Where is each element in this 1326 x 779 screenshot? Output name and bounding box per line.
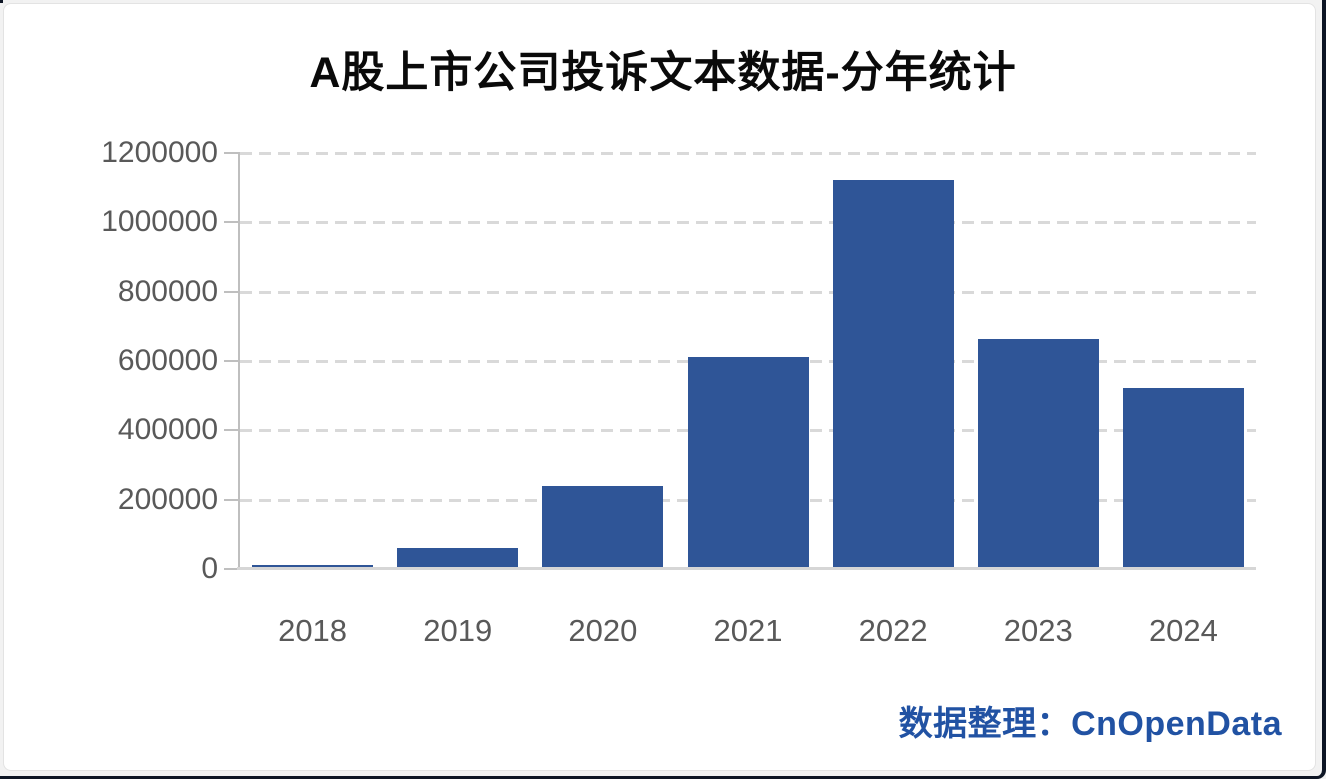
y-axis-tick — [224, 152, 240, 154]
x-tick-label-2022: 2022 — [858, 613, 928, 648]
y-tick-label-1200000: 1200000 — [101, 136, 218, 169]
x-tick-label-2020: 2020 — [568, 613, 638, 648]
bar-2023 — [977, 339, 1099, 568]
gridline — [240, 221, 1256, 225]
y-axis-tick — [224, 568, 240, 570]
corner-notch — [0, 0, 3, 3]
bar-2018 — [252, 565, 374, 568]
y-axis-tick — [224, 429, 240, 432]
bar-2020 — [542, 486, 664, 568]
x-axis-line — [237, 567, 1256, 570]
y-tick-label-600000: 600000 — [117, 344, 218, 377]
bar-2024 — [1122, 388, 1244, 568]
x-tick-label-2023: 2023 — [1003, 613, 1073, 648]
y-axis-tick — [224, 360, 240, 362]
y-tick-label-200000: 200000 — [117, 482, 218, 516]
x-tick-label-2019: 2019 — [423, 613, 493, 648]
y-axis-tick — [224, 498, 240, 501]
y-tick-label-0: 0 — [201, 552, 218, 585]
x-tick-label-2018: 2018 — [278, 613, 348, 648]
y-tick-label-1000000: 1000000 — [101, 205, 218, 239]
chart-title: A股上市公司投诉文本数据-分年统计 — [309, 49, 1017, 97]
gridline — [240, 290, 1256, 294]
y-tick-label-400000: 400000 — [117, 413, 218, 447]
data-source-credit: 数据整理：CnOpenData — [898, 705, 1282, 743]
x-tick-label-2021: 2021 — [713, 613, 783, 648]
x-tick-label-2024: 2024 — [1148, 613, 1218, 648]
bar-2021 — [687, 357, 809, 568]
bar-2019 — [397, 548, 519, 568]
bar-2022 — [832, 180, 954, 568]
y-tick-label-800000: 800000 — [117, 274, 218, 308]
y-axis-tick — [224, 221, 240, 224]
y-axis-tick — [224, 290, 240, 293]
gridline — [240, 152, 1256, 155]
